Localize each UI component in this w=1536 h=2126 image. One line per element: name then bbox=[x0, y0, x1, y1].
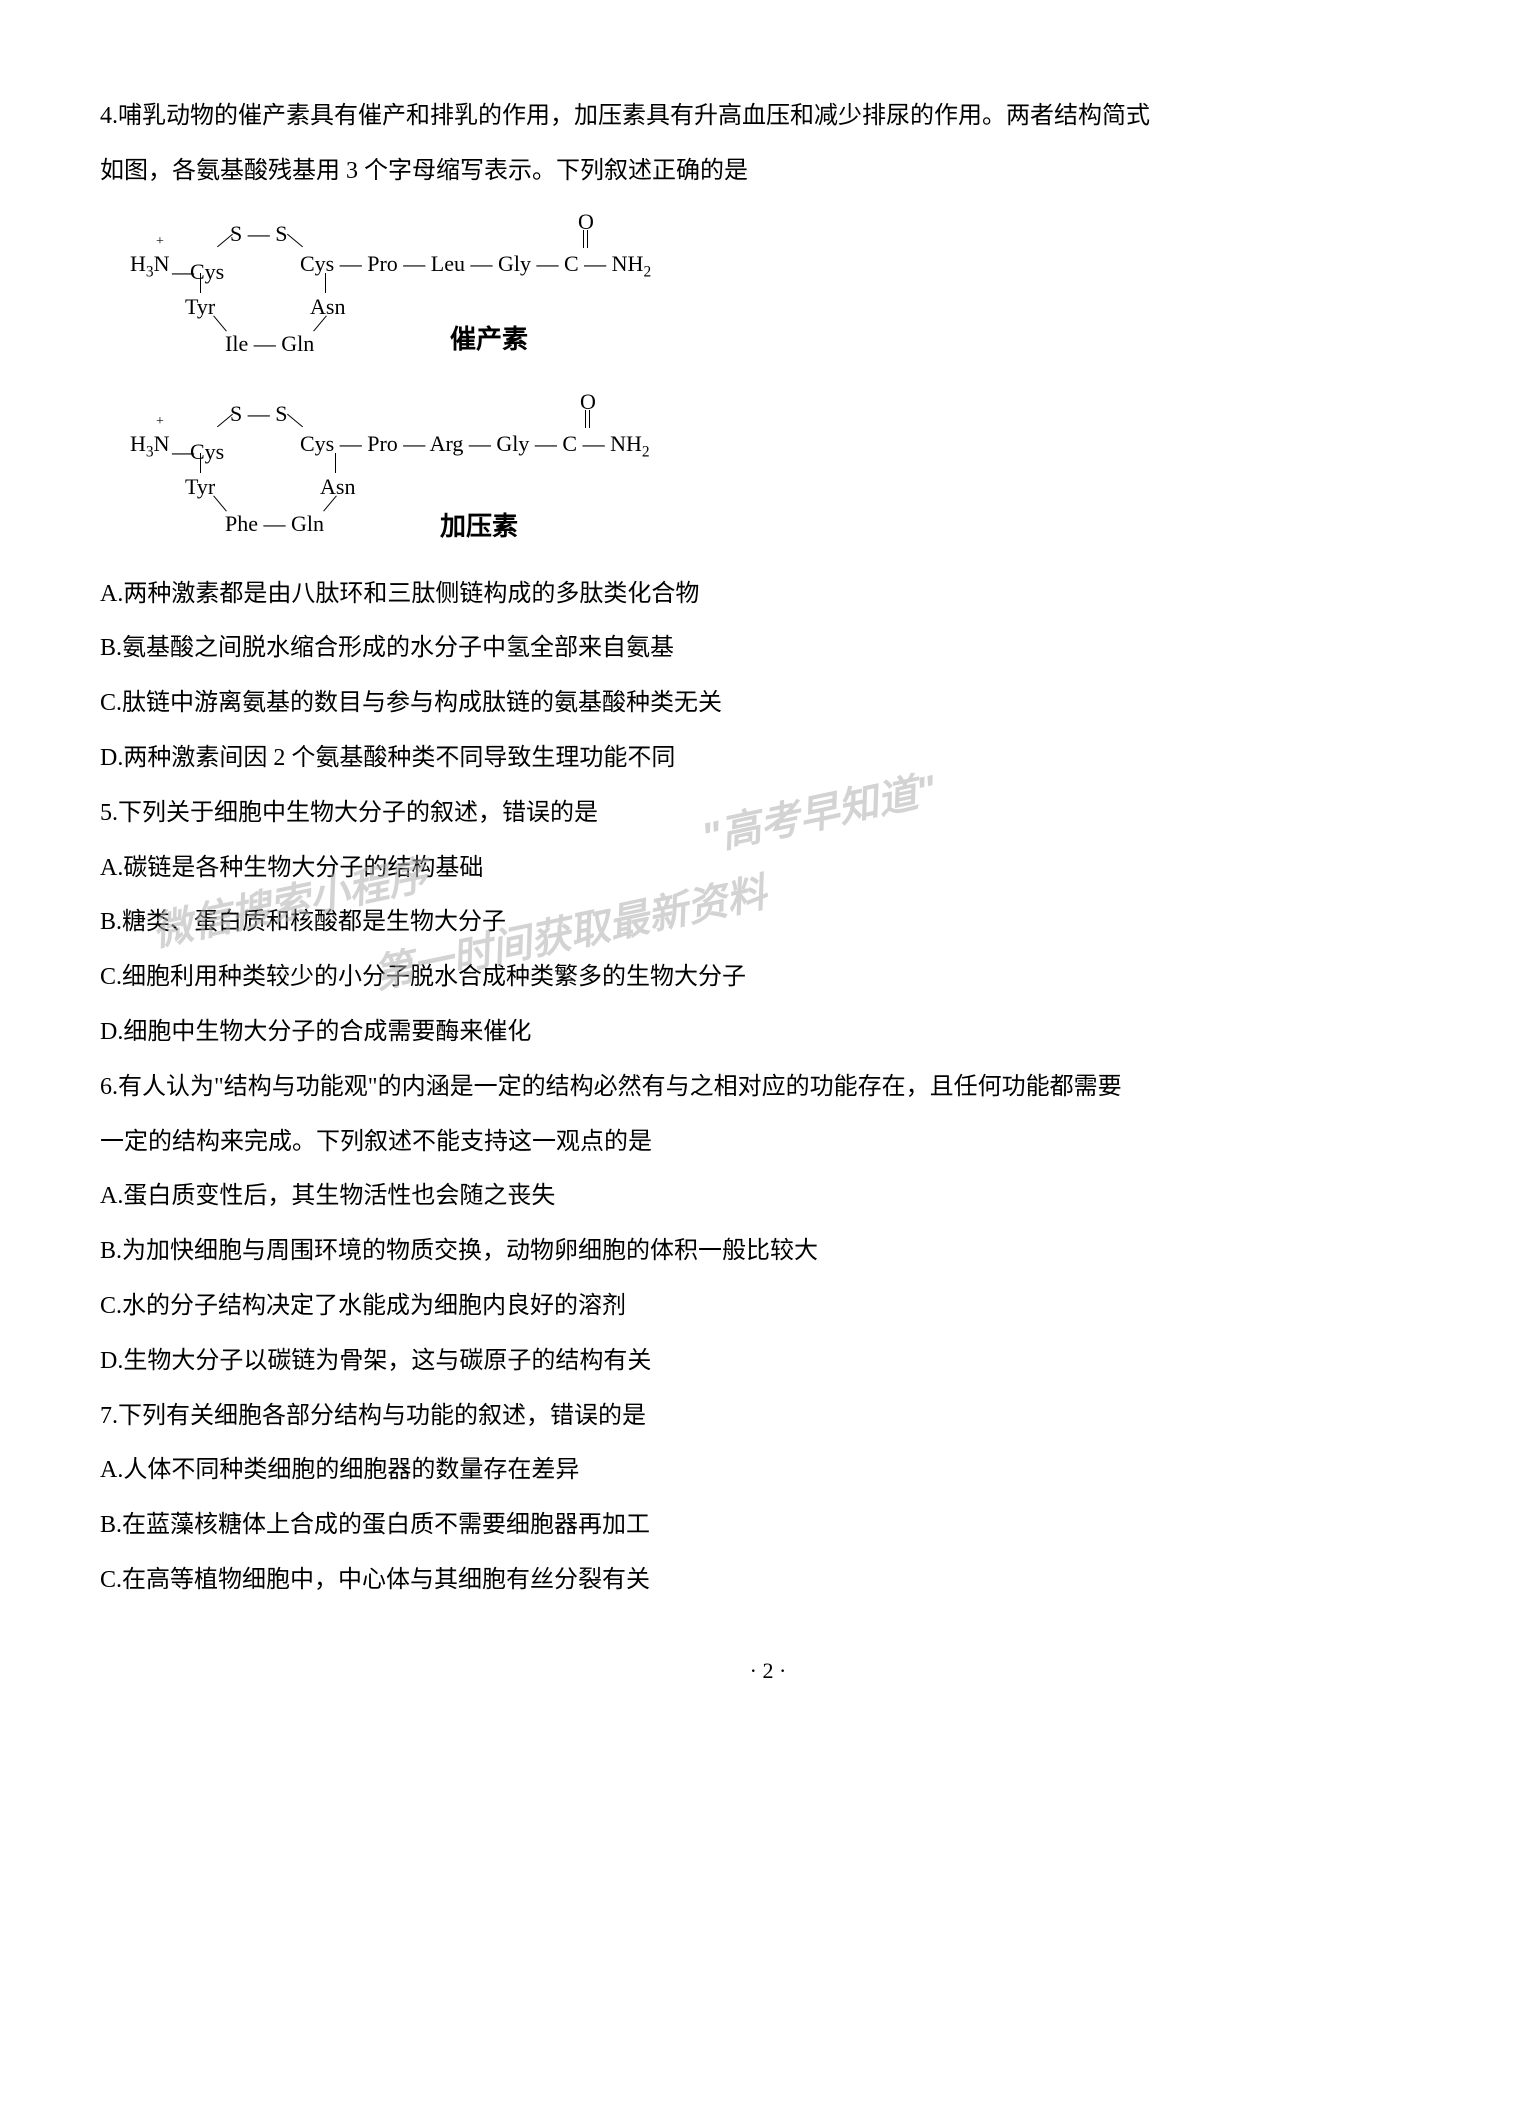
tyr-label: Tyr bbox=[185, 293, 215, 322]
label-vasopressin: 加压素 bbox=[440, 510, 518, 544]
h3n-label: H3N bbox=[130, 250, 169, 282]
q5-text: 5.下列关于细胞中生物大分子的叙述，错误的是 bbox=[100, 787, 1436, 840]
q7-text: 7.下列有关细胞各部分结构与功能的叙述，错误的是 bbox=[100, 1390, 1436, 1443]
q5-option-b: B.糖类、蛋白质和核酸都是生物大分子 bbox=[100, 896, 1436, 949]
page-number: · 2 · bbox=[100, 1647, 1436, 1695]
ss-label-2: S — S bbox=[230, 400, 287, 429]
q6-option-d: D.生物大分子以碳链为骨架，这与碳原子的结构有关 bbox=[100, 1335, 1436, 1388]
q4-text-line2: 如图，各氨基酸残基用 3 个字母缩写表示。下列叙述正确的是 bbox=[100, 145, 1436, 198]
q5-option-d: D.细胞中生物大分子的合成需要酶来催化 bbox=[100, 1006, 1436, 1059]
ile-label: Ile — Gln bbox=[225, 330, 314, 359]
q7-option-c: C.在高等植物细胞中，中心体与其细胞有丝分裂有关 bbox=[100, 1554, 1436, 1607]
structure-oxytocin: H3N + — Cys S — S Cys — Pro — Leu — Gly … bbox=[130, 208, 1436, 363]
plus-charge: + bbox=[156, 233, 164, 251]
phe-label: Phe — Gln bbox=[225, 510, 324, 539]
q4-option-b: B.氨基酸之间脱水缩合形成的水分子中氢全部来自氨基 bbox=[100, 622, 1436, 675]
q6-option-a: A.蛋白质变性后，其生物活性也会随之丧失 bbox=[100, 1170, 1436, 1223]
o-label-2: O bbox=[580, 388, 596, 417]
asn-label-2: Asn bbox=[320, 473, 355, 502]
q5-option-c: C.细胞利用种类较少的小分子脱水合成种类繁多的生物大分子 bbox=[100, 951, 1436, 1004]
q7-option-a: A.人体不同种类细胞的细胞器的数量存在差异 bbox=[100, 1444, 1436, 1497]
chemical-diagram: H3N + — Cys S — S Cys — Pro — Leu — Gly … bbox=[130, 208, 1436, 543]
q5-option-a: A.碳链是各种生物大分子的结构基础 bbox=[100, 842, 1436, 895]
asn-label: Asn bbox=[310, 293, 345, 322]
cys-label-2: Cys bbox=[190, 438, 224, 467]
h3n-label-2: H3N bbox=[130, 430, 169, 462]
q6-option-b: B.为加快细胞与周围环境的物质交换，动物卵细胞的体积一般比较大 bbox=[100, 1225, 1436, 1278]
q4-option-d: D.两种激素间因 2 个氨基酸种类不同导致生理功能不同 bbox=[100, 732, 1436, 785]
tyr-label-2: Tyr bbox=[185, 473, 215, 502]
q4-text-line1: 4.哺乳动物的催产素具有催产和排乳的作用，加压素具有升高血压和减少排尿的作用。两… bbox=[100, 90, 1436, 143]
o-label: O bbox=[578, 208, 594, 237]
q4-option-a: A.两种激素都是由八肽环和三肽侧链构成的多肽类化合物 bbox=[100, 568, 1436, 621]
plus-charge-2: + bbox=[156, 413, 164, 431]
q6-option-c: C.水的分子结构决定了水能成为细胞内良好的溶剂 bbox=[100, 1280, 1436, 1333]
ss-label: S — S bbox=[230, 220, 287, 249]
structure-vasopressin: H3N + — Cys S — S Cys — Pro — Arg — Gly … bbox=[130, 388, 1436, 543]
q7-option-b: B.在蓝藻核糖体上合成的蛋白质不需要细胞器再加工 bbox=[100, 1499, 1436, 1552]
label-oxytocin: 催产素 bbox=[450, 323, 528, 357]
cys-label: Cys bbox=[190, 258, 224, 287]
chain2: Cys — Pro — Arg — Gly — C — NH2 bbox=[300, 430, 650, 462]
q6-text-line1: 6.有人认为"结构与功能观"的内涵是一定的结构必然有与之相对应的功能存在，且任何… bbox=[100, 1061, 1436, 1114]
q6-text-line2: 一定的结构来完成。下列叙述不能支持这一观点的是 bbox=[100, 1116, 1436, 1169]
chain1: Cys — Pro — Leu — Gly — C — NH2 bbox=[300, 250, 651, 282]
q4-option-c: C.肽链中游离氨基的数目与参与构成肽链的氨基酸种类无关 bbox=[100, 677, 1436, 730]
